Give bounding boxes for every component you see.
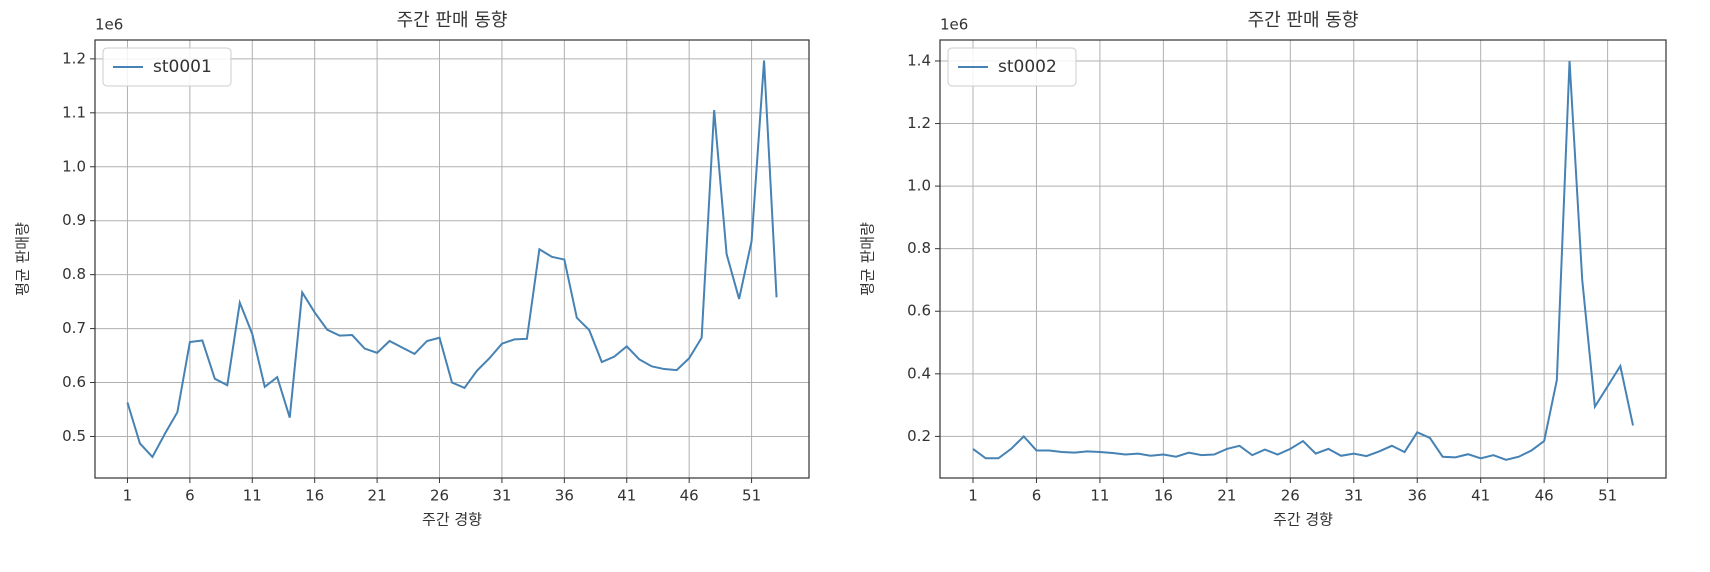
plot-frame <box>939 39 1667 479</box>
x-tick-label: 1 <box>123 487 133 505</box>
data-line <box>972 60 1634 461</box>
legend-label: st0002 <box>998 57 1057 77</box>
x-tick-label: 36 <box>1408 487 1427 505</box>
y-tick-label: 1.2 <box>907 114 931 132</box>
y-tick-label: 0.2 <box>907 427 931 445</box>
y-tick-label: 0.7 <box>62 319 86 337</box>
x-tick-label: 41 <box>1471 487 1490 505</box>
x-tick-label: 16 <box>1154 487 1173 505</box>
y-axis-label: 평균 판매량 <box>14 222 32 296</box>
y-tick-label: 1.0 <box>907 177 931 195</box>
data-line <box>126 60 778 459</box>
x-tick-label: 51 <box>742 487 761 505</box>
chart-panel: 1 6 11 16 21 26 31 36 41 46 510.20.40.60.81.01.21.… <box>859 10 1667 529</box>
y-axis-label: 평균 판매량 <box>859 222 877 296</box>
x-axis-label: 주간 경향 <box>1273 511 1333 529</box>
chart-title: 주간 판매 동향 <box>397 10 508 31</box>
x-tick-label: 46 <box>680 487 699 505</box>
legend-box <box>947 47 1077 87</box>
plot-frame <box>94 39 810 479</box>
x-tick-label: 11 <box>243 487 262 505</box>
x-tick-label: 41 <box>617 487 636 505</box>
legend-box <box>102 47 232 87</box>
x-tick-label: 51 <box>1598 487 1617 505</box>
y-tick-label: 1.0 <box>62 157 86 175</box>
chart-panel: 1 6 11 16 21 26 31 36 41 46 510.50.60.70.80.91.01.… <box>14 10 810 529</box>
x-tick-label: 6 <box>185 487 195 505</box>
x-tick-label: 26 <box>1281 487 1300 505</box>
y-tick-label: 0.6 <box>907 302 931 320</box>
chart-title: 주간 판매 동향 <box>1248 10 1359 31</box>
x-tick-label: 31 <box>492 487 511 505</box>
x-tick-label: 31 <box>1344 487 1363 505</box>
y-tick-label: 0.8 <box>62 265 86 283</box>
y-tick-label: 1.1 <box>62 103 86 121</box>
y-tick-label: 0.4 <box>907 364 931 382</box>
x-tick-label: 1 <box>968 487 978 505</box>
y-tick-label: 0.9 <box>62 211 86 229</box>
x-tick-label: 46 <box>1535 487 1554 505</box>
y-tick-label: 0.8 <box>907 239 931 257</box>
legend-label: st0001 <box>153 57 212 77</box>
x-tick-label: 21 <box>1217 487 1236 505</box>
x-tick-label: 21 <box>368 487 387 505</box>
y-tick-label: 0.5 <box>62 427 86 445</box>
x-axis-label: 주간 경향 <box>422 511 482 529</box>
x-tick-label: 26 <box>430 487 449 505</box>
x-tick-label: 36 <box>555 487 574 505</box>
offset-text: 1e6 <box>940 16 968 34</box>
offset-text: 1e6 <box>95 16 123 34</box>
x-tick-label: 11 <box>1090 487 1109 505</box>
y-tick-label: 0.6 <box>62 373 86 391</box>
y-tick-label: 1.4 <box>907 51 931 69</box>
x-tick-label: 6 <box>1032 487 1042 505</box>
x-tick-label: 16 <box>305 487 324 505</box>
y-tick-label: 1.2 <box>62 49 86 67</box>
